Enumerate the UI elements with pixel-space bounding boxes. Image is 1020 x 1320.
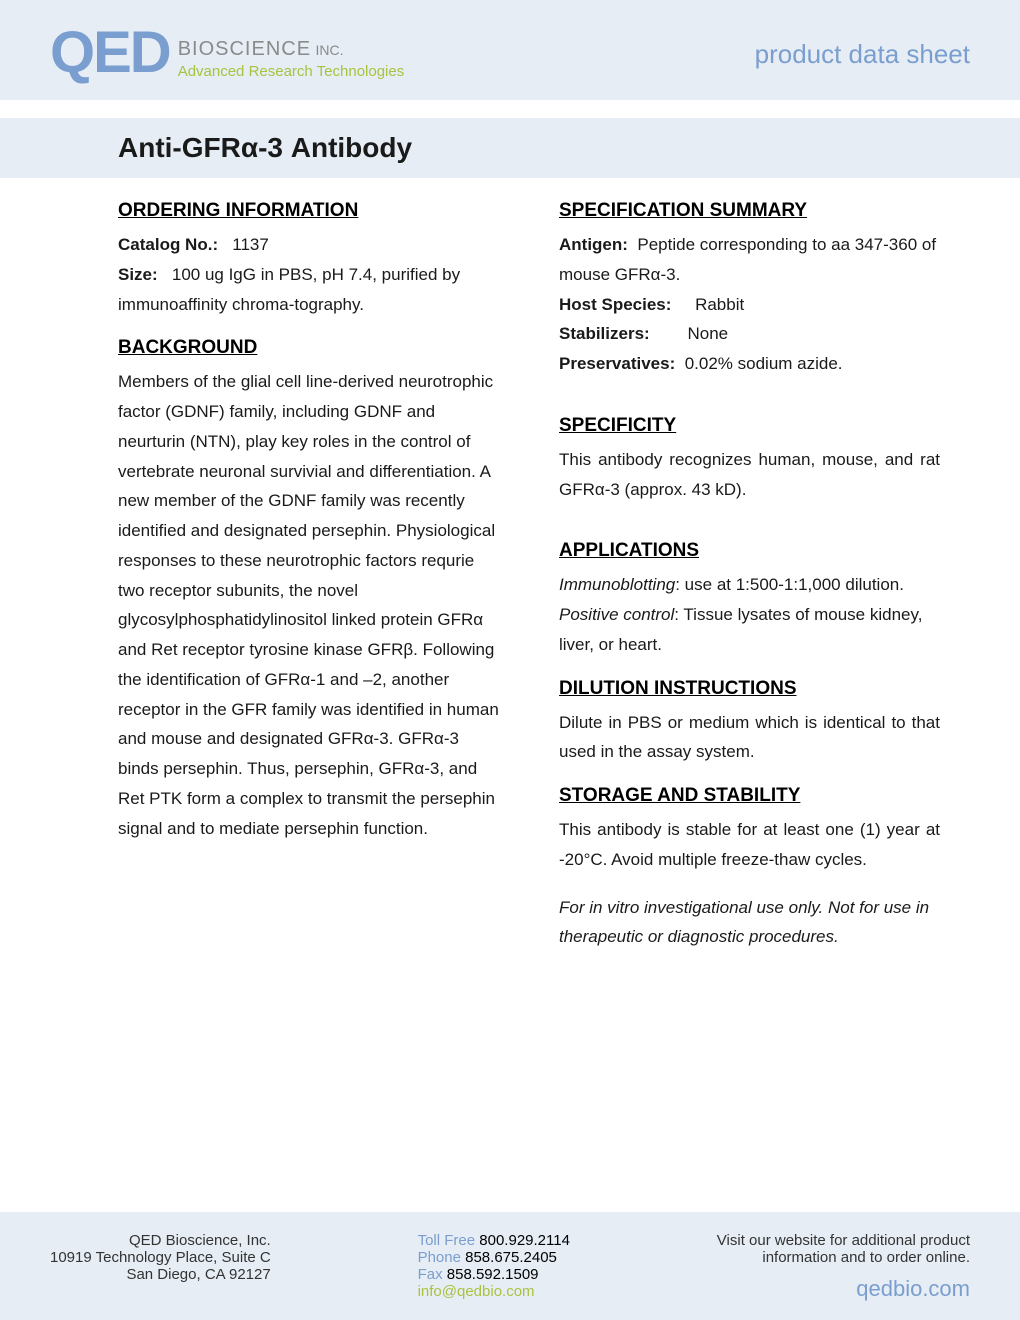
tollfree-value: 800.929.2114 [479,1232,570,1249]
specificity-text: This antibody recognizes human, mouse, a… [559,445,940,505]
stabilizers-value: None [688,324,729,343]
app-immuno-text: : use at 1:500-1:1,000 dilution. [675,575,904,594]
preservatives-row: Preservatives: 0.02% sodium azide. [559,349,940,379]
dilution-text: Dilute in PBS or medium which is identic… [559,708,940,768]
product-data-sheet-label: product data sheet [755,39,970,70]
host-row: Host Species: Rabbit [559,290,940,320]
app-positive-control: Positive control: Tissue lysates of mous… [559,600,940,660]
ordering-info-head: ORDERING INFORMATION [118,200,499,222]
footer-contact: Toll Free 800.929.2114 Phone 858.675.240… [418,1232,570,1302]
app-immuno-label: Immunoblotting [559,575,675,594]
footer-address1: 10919 Technology Place, Suite C [50,1249,271,1266]
logo-text-block: BIOSCIENCE INC. Advanced Research Techno… [178,38,405,80]
host-label: Host Species: [559,295,671,314]
stabilizers-row: Stabilizers: None [559,319,940,349]
specificity-head: SPECIFICITY [559,415,940,437]
host-value: Rabbit [695,295,744,314]
background-text: Members of the glial cell line-derived n… [118,367,499,843]
footer-email: info@qedbio.com [418,1283,570,1300]
footer-tollfree-row: Toll Free 800.929.2114 [418,1232,570,1249]
fax-label: Fax [418,1266,443,1283]
preservatives-value: 0.02% sodium azide. [685,354,843,373]
logo-main: QED [50,28,170,77]
left-column: ORDERING INFORMATION Catalog No.: 1137 S… [118,200,499,952]
spec-summary-head: SPECIFICATION SUMMARY [559,200,940,222]
page-title: Anti-GFRα-3 Antibody [118,132,1020,164]
stabilizers-label: Stabilizers: [559,324,650,343]
footer-address: QED Bioscience, Inc. 10919 Technology Pl… [50,1232,271,1302]
dilution-head: DILUTION INSTRUCTIONS [559,678,940,700]
size-row: Size: 100 ug IgG in PBS, pH 7.4, purifie… [118,260,499,320]
size-label: Size: [118,265,158,284]
catalog-row: Catalog No.: 1137 [118,230,499,260]
logo-tagline: Advanced Research Technologies [178,63,405,80]
antigen-label: Antigen: [559,235,628,254]
logo-inc: INC. [316,42,344,58]
footer-site: qedbio.com [717,1276,970,1302]
phone-value: 858.675.2405 [465,1249,557,1266]
fax-value: 858.592.1509 [447,1266,539,1283]
app-immunoblotting: Immunoblotting: use at 1:500-1:1,000 dil… [559,570,940,600]
background-head: BACKGROUND [118,337,499,359]
catalog-label: Catalog No.: [118,235,218,254]
logo-bio: BIOSCIENCE [178,38,311,60]
logo: QED BIOSCIENCE INC. Advanced Research Te… [50,28,404,80]
preservatives-label: Preservatives: [559,354,675,373]
applications-head: APPLICATIONS [559,540,940,562]
footer-company: QED Bioscience, Inc. [50,1232,271,1249]
content: ORDERING INFORMATION Catalog No.: 1137 S… [0,178,1020,952]
app-pos-label: Positive control [559,605,674,624]
title-bar: Anti-GFRα-3 Antibody [0,118,1020,178]
footer-visit: Visit our website for additional product… [717,1232,970,1302]
footer-visit1: Visit our website for additional product [717,1232,970,1249]
size-value: 100 ug IgG in PBS, pH 7.4, purified by i… [118,265,460,314]
footer: QED Bioscience, Inc. 10919 Technology Pl… [0,1212,1020,1320]
right-column: SPECIFICATION SUMMARY Antigen: Peptide c… [559,200,940,952]
header: QED BIOSCIENCE INC. Advanced Research Te… [0,0,1020,100]
logo-bioscience: BIOSCIENCE INC. [178,38,405,61]
antigen-row: Antigen: Peptide corresponding to aa 347… [559,230,940,290]
footer-phone-row: Phone 858.675.2405 [418,1249,570,1266]
tollfree-label: Toll Free [418,1232,476,1249]
storage-head: STORAGE AND STABILITY [559,785,940,807]
catalog-value: 1137 [232,235,269,254]
disclaimer: For in vitro investigational use only. N… [559,893,940,953]
footer-address2: San Diego, CA 92127 [50,1266,271,1283]
footer-fax-row: Fax 858.592.1509 [418,1266,570,1283]
storage-text: This antibody is stable for at least one… [559,815,940,875]
footer-visit2: information and to order online. [717,1249,970,1266]
phone-label: Phone [418,1249,461,1266]
